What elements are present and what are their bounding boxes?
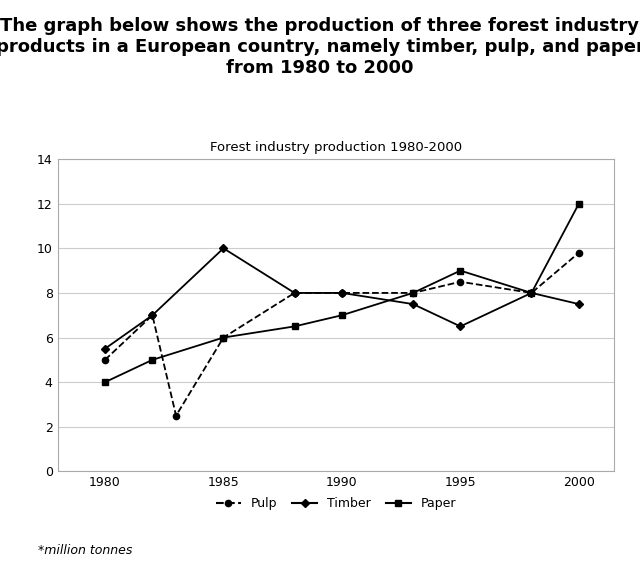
Title: Forest industry production 1980-2000: Forest industry production 1980-2000 [210, 141, 462, 154]
Text: *million tonnes: *million tonnes [38, 544, 132, 557]
Text: The graph below shows the production of three forest industry
products in a Euro: The graph below shows the production of … [0, 17, 640, 77]
Legend: Pulp, Timber, Paper: Pulp, Timber, Paper [211, 492, 461, 515]
